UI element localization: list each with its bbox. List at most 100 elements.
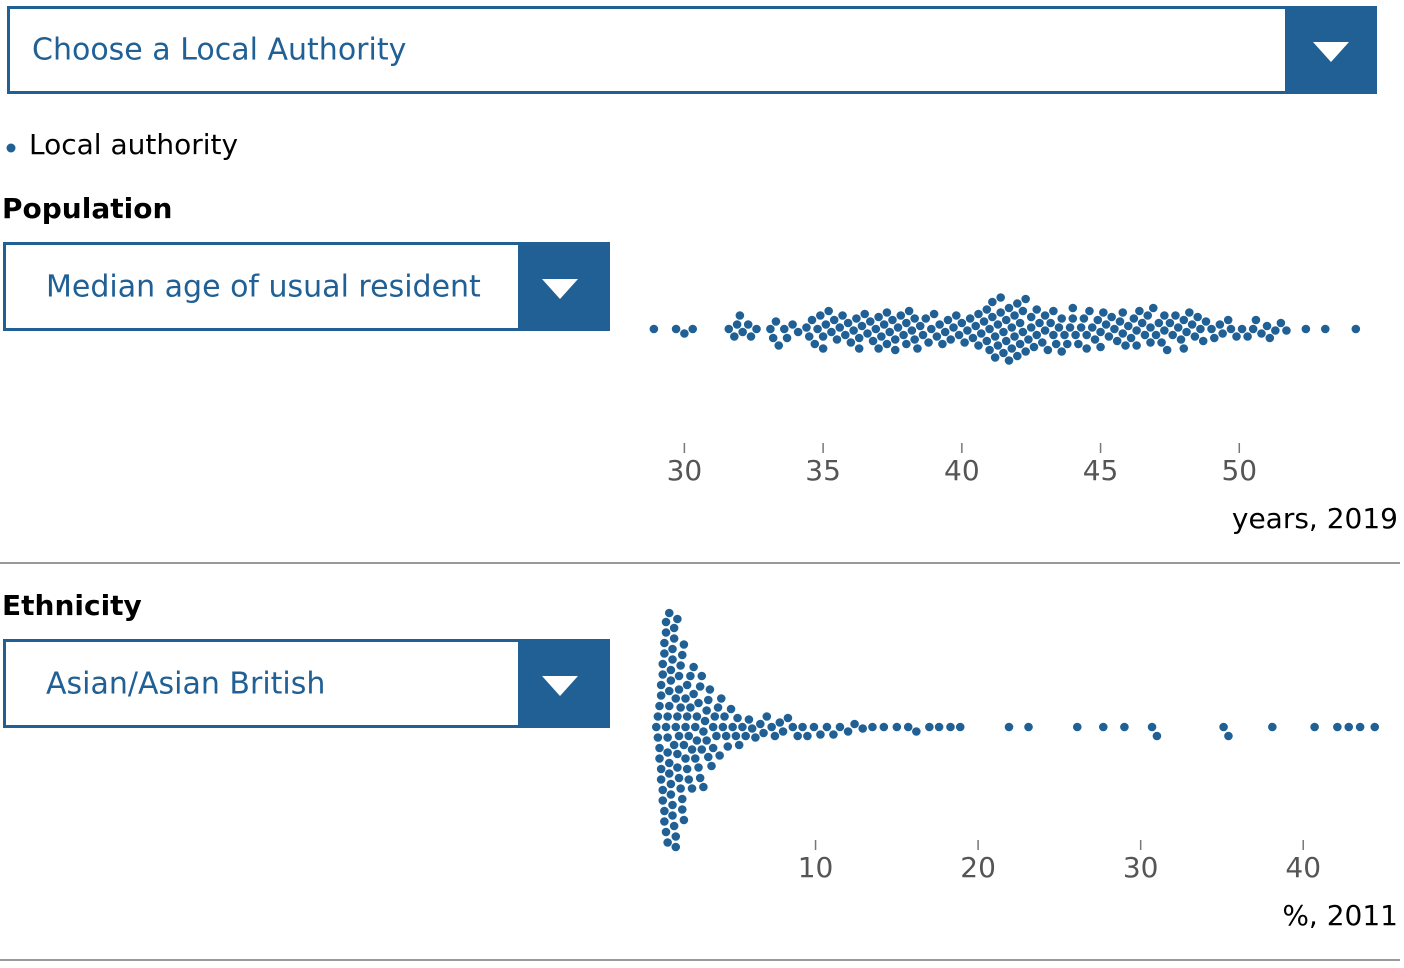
data-point bbox=[663, 712, 672, 721]
data-point bbox=[974, 341, 983, 350]
x-tick-label: 35 bbox=[805, 454, 841, 487]
data-point bbox=[850, 719, 859, 729]
data-point bbox=[1040, 326, 1050, 335]
data-point bbox=[1096, 327, 1105, 337]
data-point bbox=[985, 324, 994, 334]
data-point bbox=[724, 324, 734, 334]
data-point bbox=[762, 712, 772, 721]
data-point bbox=[990, 332, 1000, 341]
data-point bbox=[1146, 338, 1155, 347]
data-point bbox=[1004, 722, 1014, 732]
data-point bbox=[661, 628, 671, 637]
data-point bbox=[1057, 314, 1067, 323]
data-point bbox=[879, 320, 889, 329]
data-point bbox=[965, 314, 975, 323]
data-point bbox=[718, 722, 728, 732]
data-point bbox=[1013, 351, 1022, 361]
data-point bbox=[1137, 318, 1147, 328]
data-point bbox=[695, 682, 705, 691]
data-point bbox=[1162, 345, 1172, 355]
data-point bbox=[673, 614, 682, 624]
data-point bbox=[949, 323, 958, 332]
data-point bbox=[1115, 317, 1125, 326]
data-point bbox=[1026, 323, 1036, 332]
data-point bbox=[732, 320, 742, 329]
data-point bbox=[660, 638, 669, 648]
select-text: Median age of usual resident bbox=[46, 269, 481, 304]
data-point bbox=[1154, 318, 1164, 328]
data-point bbox=[890, 335, 900, 344]
data-point bbox=[932, 332, 942, 341]
data-point bbox=[816, 730, 825, 739]
data-point bbox=[1024, 722, 1033, 732]
data-point bbox=[710, 712, 720, 721]
data-point bbox=[775, 718, 785, 727]
data-point bbox=[656, 691, 666, 700]
data-point bbox=[868, 722, 877, 732]
data-point bbox=[1068, 303, 1078, 313]
data-point bbox=[1049, 306, 1058, 316]
data-point bbox=[910, 335, 919, 344]
data-point bbox=[686, 671, 695, 681]
data-point bbox=[663, 748, 672, 757]
data-point bbox=[1201, 317, 1211, 326]
data-point bbox=[1198, 336, 1208, 346]
select-button[interactable] bbox=[518, 245, 607, 328]
arrow bbox=[1313, 42, 1349, 62]
data-point bbox=[1182, 327, 1191, 337]
data-point bbox=[1120, 722, 1129, 732]
data-point bbox=[988, 297, 997, 307]
data-point bbox=[779, 324, 789, 334]
data-point bbox=[1090, 335, 1100, 344]
data-point bbox=[896, 311, 906, 320]
data-point bbox=[666, 790, 676, 799]
data-point bbox=[723, 742, 733, 751]
data-point bbox=[885, 327, 894, 337]
authority-select[interactable]: Choose a Local Authority bbox=[7, 6, 1377, 94]
data-point bbox=[715, 751, 724, 760]
select-button[interactable] bbox=[518, 642, 607, 725]
data-point bbox=[726, 704, 736, 714]
data-point bbox=[759, 728, 768, 738]
data-point bbox=[910, 314, 919, 323]
data-point bbox=[871, 324, 881, 334]
data-point bbox=[1320, 324, 1330, 334]
data-point bbox=[1160, 326, 1169, 335]
data-point bbox=[671, 324, 681, 334]
data-point bbox=[677, 805, 687, 814]
data-point bbox=[1147, 722, 1157, 732]
data-point bbox=[938, 339, 947, 349]
data-point bbox=[658, 796, 668, 805]
arrow bbox=[542, 676, 578, 696]
data-point bbox=[661, 617, 671, 627]
data-point bbox=[946, 722, 955, 732]
metric-select[interactable]: Asian/Asian British bbox=[3, 639, 610, 728]
data-point bbox=[913, 344, 922, 353]
x-axis-label: years, 2019 bbox=[1232, 502, 1398, 535]
data-point bbox=[1237, 324, 1247, 334]
data-point bbox=[682, 764, 692, 774]
data-point bbox=[1062, 339, 1072, 349]
data-point bbox=[816, 311, 825, 320]
data-point bbox=[700, 716, 710, 726]
data-point bbox=[661, 722, 671, 732]
metric-select[interactable]: Median age of usual resident bbox=[3, 242, 610, 331]
data-point bbox=[664, 608, 674, 618]
data-point bbox=[824, 306, 833, 316]
data-point bbox=[843, 318, 853, 328]
data-point bbox=[918, 330, 928, 340]
data-point bbox=[1121, 341, 1130, 350]
data-point bbox=[689, 662, 698, 672]
data-point bbox=[999, 327, 1008, 337]
data-point bbox=[865, 317, 875, 326]
data-point bbox=[1210, 333, 1219, 343]
data-point bbox=[674, 731, 684, 741]
data-point bbox=[1007, 323, 1017, 332]
data-point bbox=[1248, 324, 1258, 334]
data-point bbox=[1104, 332, 1114, 341]
select-button[interactable] bbox=[1285, 9, 1374, 91]
data-point bbox=[1118, 329, 1128, 338]
data-point bbox=[1118, 308, 1128, 317]
data-point bbox=[1068, 314, 1078, 323]
data-point bbox=[1148, 303, 1158, 313]
